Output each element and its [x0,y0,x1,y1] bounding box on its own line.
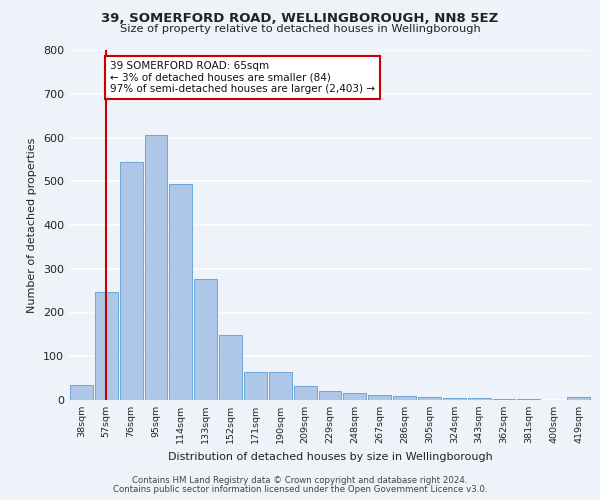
Bar [294,386,317,400]
Text: Contains public sector information licensed under the Open Government Licence v3: Contains public sector information licen… [113,484,487,494]
Text: 39, SOMERFORD ROAD, WELLINGBOROUGH, NN8 5EZ: 39, SOMERFORD ROAD, WELLINGBOROUGH, NN8 … [101,12,499,26]
Bar [517,399,540,400]
Bar [219,335,242,400]
Bar [70,384,93,400]
Bar [393,396,416,400]
Bar [468,398,491,400]
Bar [95,292,118,400]
Text: Size of property relative to detached houses in Wellingborough: Size of property relative to detached ho… [119,24,481,34]
Bar [120,162,143,400]
Text: Contains HM Land Registry data © Crown copyright and database right 2024.: Contains HM Land Registry data © Crown c… [132,476,468,485]
Text: 39 SOMERFORD ROAD: 65sqm
← 3% of detached houses are smaller (84)
97% of semi-de: 39 SOMERFORD ROAD: 65sqm ← 3% of detache… [110,61,375,94]
Bar [145,136,167,400]
Bar [319,391,341,400]
Bar [493,398,515,400]
Bar [269,372,292,400]
Bar [418,397,441,400]
Bar [443,398,466,400]
Bar [169,184,192,400]
Y-axis label: Number of detached properties: Number of detached properties [28,138,37,312]
Bar [567,397,590,400]
Bar [244,372,267,400]
Bar [194,279,217,400]
Bar [343,394,366,400]
X-axis label: Distribution of detached houses by size in Wellingborough: Distribution of detached houses by size … [167,452,493,462]
Bar [368,395,391,400]
